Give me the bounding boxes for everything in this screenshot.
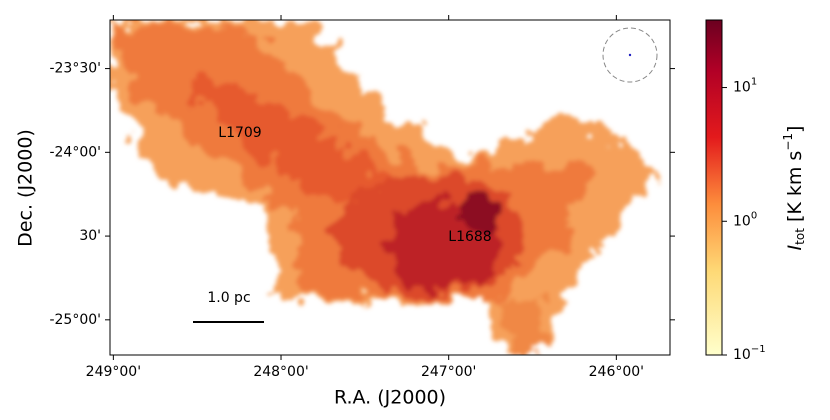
tick-exponent: 1 (751, 77, 757, 88)
beam (628, 53, 632, 57)
plot-frame (109, 19, 671, 356)
tick-exponent: 0 (751, 210, 757, 221)
label-part: ] (784, 126, 806, 133)
intensity-map (110, 20, 660, 355)
tick-exponent: −1 (751, 344, 766, 355)
tick-base: 10 (733, 213, 751, 229)
y-tick-label: -23°30' (49, 61, 101, 77)
label-part: [K km s (784, 151, 806, 228)
label-part: I (784, 244, 806, 250)
y-tick-label: 30' (79, 228, 101, 244)
beam-circle (602, 27, 658, 83)
colorbar (705, 19, 723, 356)
x-tick-label: 246°00' (589, 364, 644, 380)
scale-bar-label: 1.0 pc (207, 290, 250, 306)
tick-base: 10 (733, 347, 751, 363)
y-tick-label: -25°00' (49, 312, 101, 328)
colorbar-tick-label: 100 (733, 210, 757, 229)
colorbar-tick-label: 101 (733, 77, 757, 96)
colorbar-tick-label: 10−1 (733, 344, 766, 363)
label-part: −1 (781, 133, 795, 151)
x-tick-label: 247°00' (421, 364, 476, 380)
label-part: tot (793, 228, 807, 245)
y-tick-label: -24°00' (49, 144, 101, 160)
colorbar-label: Itot [K km s−1] (781, 126, 807, 251)
annotation: L1688 (448, 229, 491, 245)
annotation: L1709 (218, 125, 261, 141)
x-axis-label: R.A. (J2000) (334, 387, 446, 409)
x-tick-label: 249°00' (86, 364, 141, 380)
tick-base: 10 (733, 80, 751, 96)
x-tick-label: 248°00' (253, 364, 308, 380)
y-axis-label: Dec. (J2000) (15, 129, 37, 247)
